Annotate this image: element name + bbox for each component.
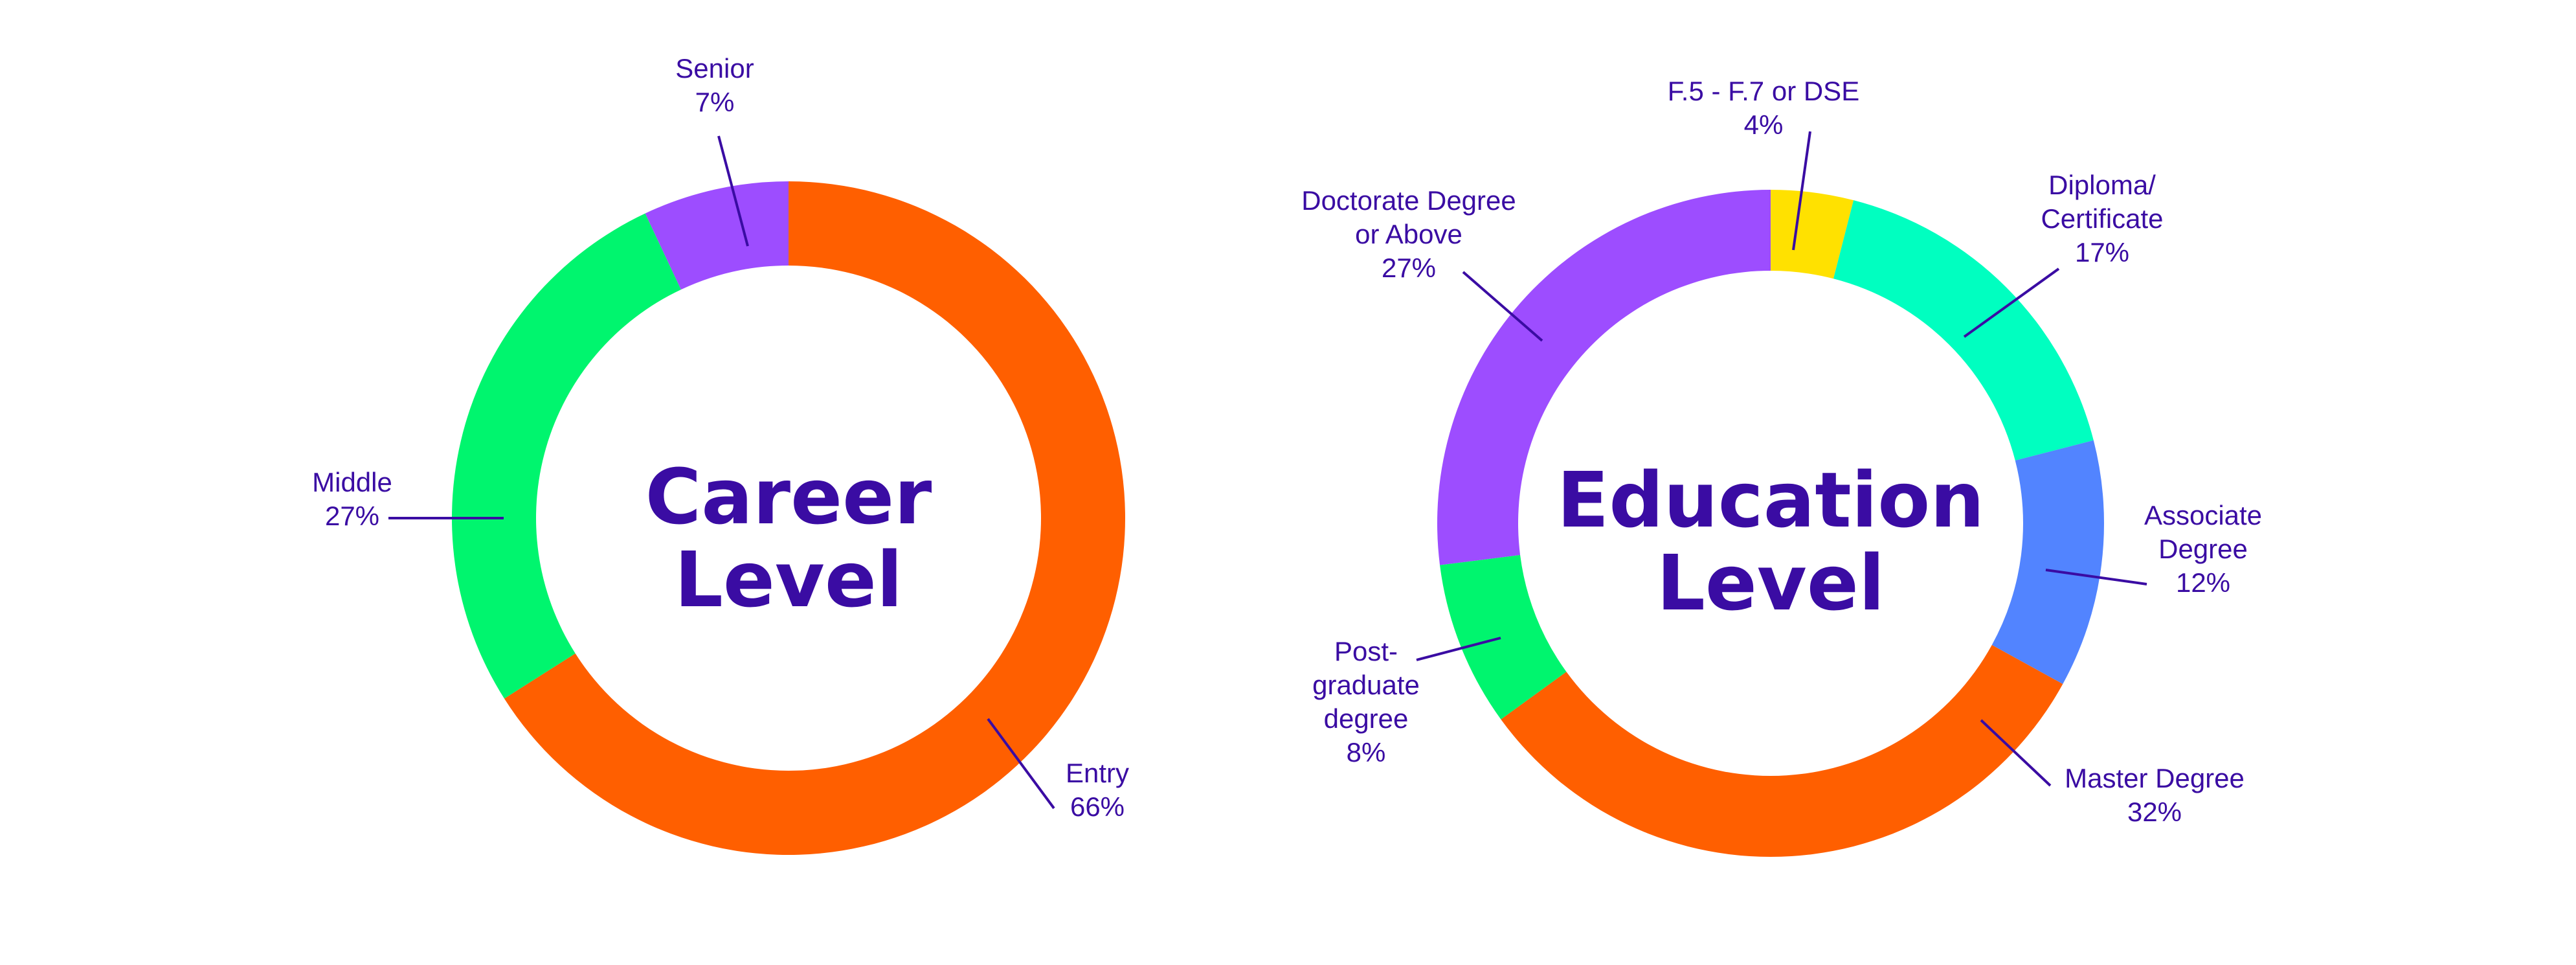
- slice-label-master-degree: Master Degree 32%: [2065, 763, 2245, 827]
- education-level-title-line-2: Level: [1657, 538, 1885, 628]
- slice-percent-f-5-f-7-or-dse: 4%: [1744, 109, 1784, 140]
- slice-percent-post-graduate-degree: 8%: [1347, 737, 1386, 767]
- slice-associate-degree: [1991, 440, 2105, 685]
- slice-name-associate-degree: Degree: [2158, 534, 2248, 564]
- slice-name-associate-degree: Associate: [2144, 500, 2262, 530]
- slice-label-associate-degree: Associate Degree 12%: [2144, 500, 2262, 598]
- leader-line-f-5-f-7-or-dse: [1792, 131, 1811, 251]
- slice-percent-master-degree: 32%: [2127, 797, 2182, 827]
- slice-name-f-5-f-7-or-dse: F.5 - F.7 or DSE: [1668, 76, 1859, 106]
- slice-percent-associate-degree: 12%: [2176, 567, 2230, 598]
- slice-name-diploma-certificate: Certificate: [2041, 203, 2163, 234]
- slice-senior: [645, 181, 789, 290]
- slice-percent-diploma-certificate: 17%: [2075, 237, 2129, 267]
- slice-label-doctorate-degree-or-above: Doctorate Degree or Above 27%: [1301, 185, 1516, 283]
- slices: [452, 181, 1126, 855]
- slice-label-entry: Entry 66%: [1066, 758, 1129, 822]
- slice-name-post-graduate-degree: degree: [1324, 703, 1409, 734]
- leader-line-entry: [987, 718, 1055, 810]
- leader-line-master-degree: [1980, 719, 2052, 787]
- slice-name-senior: Senior: [675, 53, 754, 84]
- slice-percent-doctorate-degree-or-above: 27%: [1382, 253, 1436, 283]
- leader-line-post-graduate-degree: [1416, 637, 1501, 661]
- slice-label-f-5-f-7-or-dse: F.5 - F.7 or DSE 4%: [1668, 76, 1859, 140]
- education-level-donut: Education Level F.5 - F.7 or DSE 4% Diplom…: [1301, 76, 2262, 857]
- slice-name-entry: Entry: [1066, 758, 1129, 788]
- slice-percent-entry: 66%: [1070, 791, 1125, 822]
- slice-name-post-graduate-degree: Post-: [1334, 636, 1398, 666]
- career-level-title-line-1: Career: [645, 452, 932, 541]
- slice-name-doctorate-degree-or-above: Doctorate Degree: [1301, 185, 1516, 216]
- career-level-title-line-2: Level: [675, 535, 903, 624]
- leader-line-senior: [717, 135, 749, 247]
- slice-percent-senior: 7%: [695, 87, 735, 117]
- leader-line-doctorate-degree-or-above: [1462, 271, 1543, 342]
- slice-middle: [452, 213, 681, 699]
- slices: [1437, 190, 2105, 857]
- slice-name-middle: Middle: [312, 467, 392, 497]
- slice-master-degree: [1501, 644, 2063, 857]
- slice-diploma-certificate: [1833, 200, 2094, 461]
- education-level-title-line-1: Education: [1557, 455, 1985, 545]
- slice-doctorate-degree-or-above: [1437, 190, 1771, 565]
- slice-name-doctorate-degree-or-above: or Above: [1355, 219, 1462, 249]
- slice-label-diploma-certificate: Diploma/Certificate 17%: [2041, 170, 2163, 267]
- slice-label-post-graduate-degree: Post-graduate degree 8%: [1312, 636, 1420, 767]
- slice-f-5-f-7-or-dse: [1771, 190, 1854, 279]
- slice-percent-middle: 27%: [325, 501, 379, 531]
- slice-label-senior: Senior 7%: [675, 53, 754, 117]
- career-level-donut: Career Level Entry 66% Middle 27% Senior 7%: [312, 53, 1129, 855]
- slice-name-post-graduate-degree: graduate: [1312, 670, 1420, 700]
- leader-line-associate-degree: [2045, 569, 2147, 585]
- slice-name-master-degree: Master Degree: [2065, 763, 2245, 793]
- slice-post-graduate-degree: [1440, 554, 1567, 720]
- slice-name-diploma-certificate: Diploma/: [2048, 170, 2156, 200]
- leader-line-diploma-certificate: [1963, 267, 2060, 338]
- slice-label-middle: Middle 27%: [312, 467, 392, 531]
